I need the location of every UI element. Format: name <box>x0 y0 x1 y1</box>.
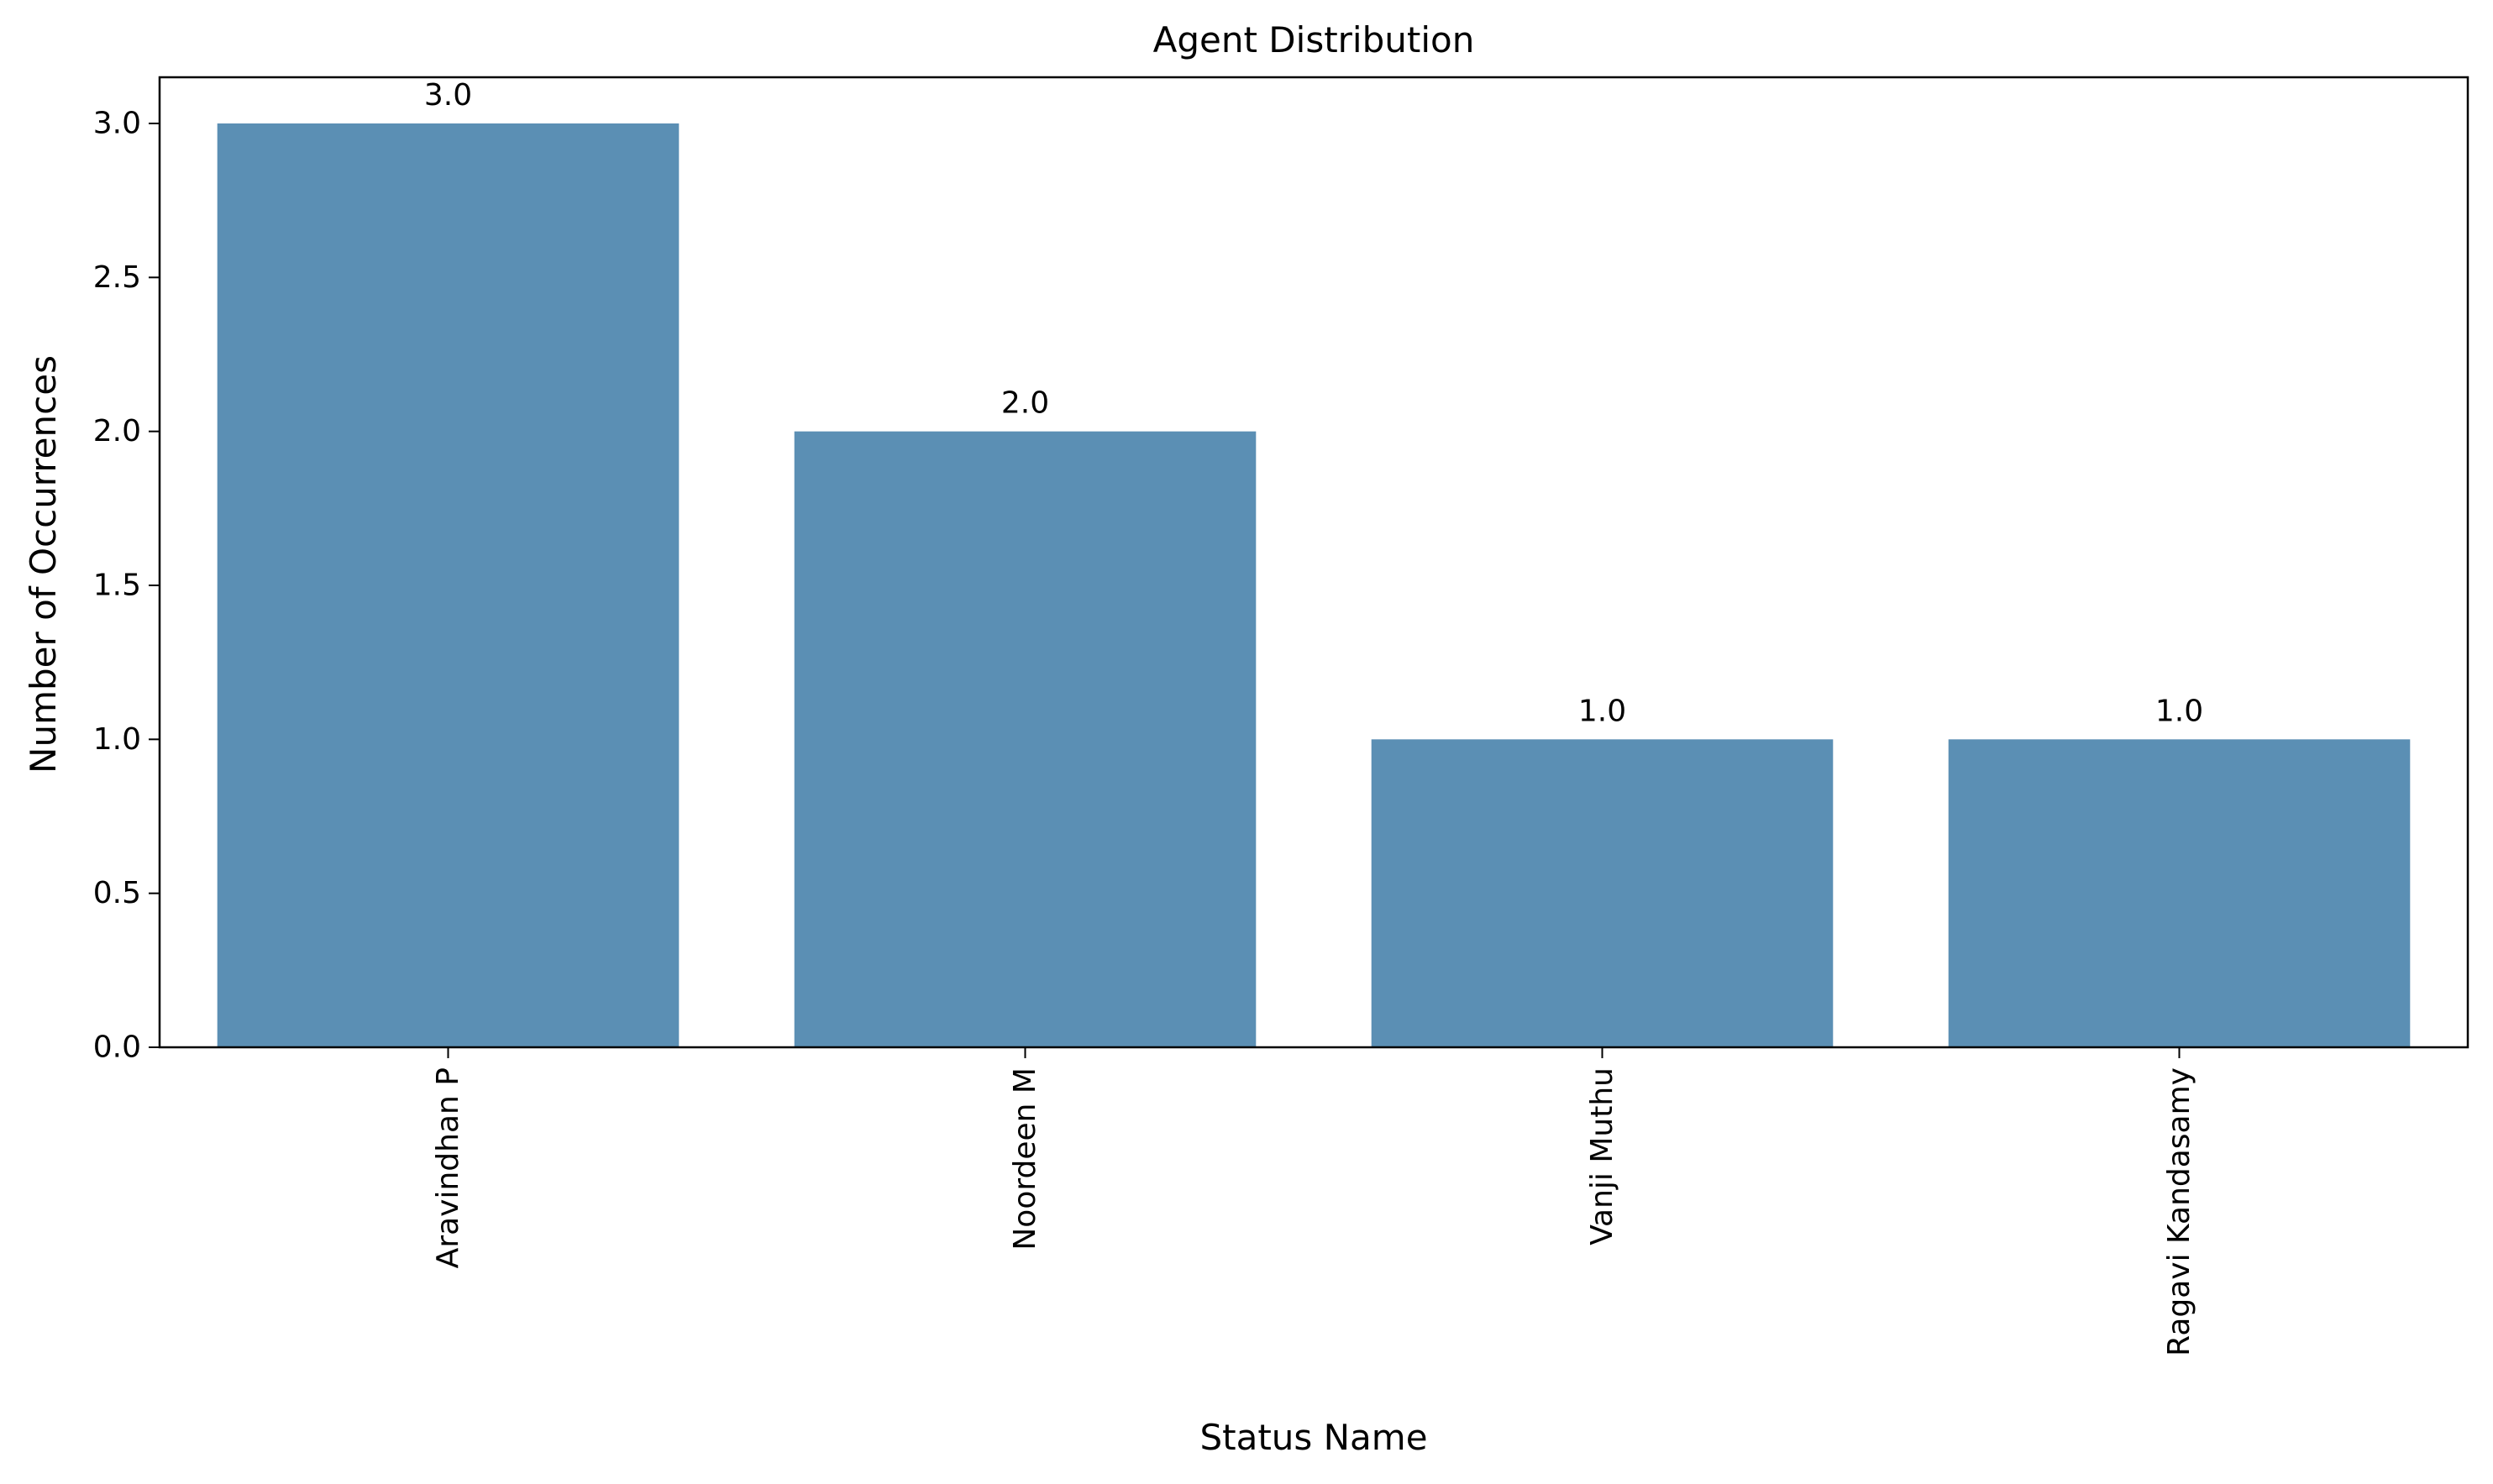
bar <box>1371 739 1834 1047</box>
x-axis-label: Status Name <box>1199 1417 1427 1458</box>
x-tick-label: Vanji Muthu <box>1585 1067 1619 1245</box>
bars-layer <box>217 123 2411 1047</box>
chart-title: Agent Distribution <box>1153 19 1475 60</box>
bar <box>217 123 680 1047</box>
x-tick-label: Noordeen M <box>1008 1067 1042 1251</box>
data-label: 3.0 <box>424 78 472 113</box>
y-tick-label: 0.0 <box>93 1030 141 1065</box>
data-label: 2.0 <box>1001 386 1049 421</box>
data-label: 1.0 <box>1578 694 1626 728</box>
plot-frame <box>158 76 2469 1049</box>
axes-layer: Aravindhan P Noordeen M Vanji Muthu Ragavi … <box>93 76 2469 1356</box>
y-axis-label: Number of Occurrences <box>23 355 64 773</box>
y-tick-label: 2.5 <box>93 260 141 295</box>
y-tick-label: 0.5 <box>93 876 141 910</box>
data-labels-layer: 3.0 2.0 1.0 1.0 <box>424 78 2203 728</box>
y-tick-label: 1.5 <box>93 569 141 603</box>
y-tick-label: 1.0 <box>93 722 141 757</box>
bar <box>1948 739 2411 1047</box>
data-label: 1.0 <box>2155 694 2203 728</box>
y-tick-label: 2.0 <box>93 414 141 448</box>
bar <box>794 431 1257 1047</box>
x-tick-label: Aravindhan P <box>431 1067 465 1268</box>
y-tick-label: 3.0 <box>93 107 141 141</box>
x-tick-label: Ragavi Kandasamy <box>2162 1067 2196 1356</box>
